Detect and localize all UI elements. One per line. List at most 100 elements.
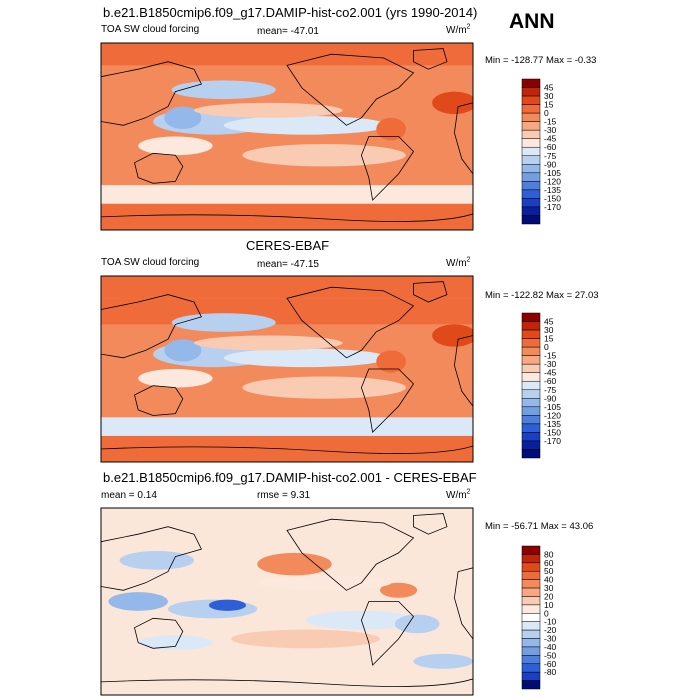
- colorbar-swatch: [521, 363, 541, 373]
- coastline-north-america: [286, 286, 415, 359]
- colorbar-tick-label: -135: [544, 185, 561, 195]
- panel2-mean-label: mean= -47.15: [257, 259, 319, 270]
- colorbar-swatch: [521, 596, 541, 606]
- panel1-title: b.e21.B1850cmip6.f09_g17.DAMIP-hist-co2.…: [103, 5, 478, 20]
- colorbar-tick-label: -135: [544, 419, 561, 429]
- colorbar-swatch: [521, 172, 541, 182]
- colorbar-tick-label: -150: [544, 193, 561, 203]
- colorbar-swatch: [521, 312, 541, 322]
- colorbar-tick-label: -60: [544, 659, 557, 669]
- colorbar-2: 4530150-15-30-45-60-75-90-105-120-135-15…: [521, 312, 561, 459]
- colorbar-1: 4530150-15-30-45-60-75-90-105-120-135-15…: [521, 78, 561, 225]
- colorbar-swatch: [521, 329, 541, 339]
- colorbar-tick-label: -80: [544, 667, 557, 677]
- colorbar-tick-label: 20: [544, 591, 554, 601]
- colorbar-tick-label: 0: [544, 608, 549, 618]
- coastline-asia: [101, 294, 202, 359]
- colorbar-swatch: [521, 562, 541, 572]
- colorbar-swatch: [521, 655, 541, 665]
- panel1-mean-label: mean= -47.01: [257, 26, 319, 37]
- map-panel-3: [100, 507, 474, 696]
- colorbar-tick-label: -45: [544, 368, 557, 378]
- panel2-minmax: Min = -122.82 Max = 27.03: [485, 290, 599, 301]
- colorbar-tick-label: 10: [544, 600, 554, 610]
- coastline-australia: [134, 617, 184, 649]
- panel1-units: W/m2: [446, 23, 471, 36]
- coastline-greenland: [413, 281, 448, 303]
- colorbar-swatch: [521, 87, 541, 97]
- colorbar-tick-label: -150: [544, 427, 561, 437]
- colorbar-tick-label: 45: [544, 83, 554, 93]
- colorbar-tick-label: -170: [544, 436, 561, 446]
- coastline-africa-edge: [453, 567, 473, 640]
- coastline-asia: [101, 61, 202, 126]
- colorbar-tick-label: -10: [544, 617, 557, 627]
- colorbar-swatch: [521, 215, 541, 225]
- panel2-variable-label: TOA SW cloud forcing: [101, 257, 200, 268]
- panel3-mean-label: mean = 0.14: [101, 490, 157, 501]
- colorbar-swatch: [521, 545, 541, 555]
- colorbar-tick-label: -75: [544, 385, 557, 395]
- colorbar-swatch: [521, 198, 541, 208]
- colorbar-tick-label: -30: [544, 634, 557, 644]
- coastline-africa-edge: [453, 335, 473, 407]
- coastline-greenland: [413, 513, 448, 535]
- colorbar-swatch: [521, 189, 541, 199]
- colorbar-tick-label: -105: [544, 402, 561, 412]
- coastline-south-america: [360, 601, 415, 666]
- colorbar-tick-label: -90: [544, 159, 557, 169]
- colorbar-swatch: [521, 95, 541, 105]
- colorbar-swatch: [521, 129, 541, 139]
- colorbar-swatch: [521, 380, 541, 391]
- colorbar-tick-label: -120: [544, 176, 561, 186]
- panel3-units: W/m2: [446, 488, 471, 501]
- panel3-minmax: Min = -56.71 Max = 43.06: [485, 521, 594, 532]
- colorbar-swatch: [521, 112, 541, 122]
- colorbar-tick-label: 0: [544, 108, 549, 118]
- colorbar-swatch: [521, 121, 541, 131]
- colorbar-tick-label: -30: [544, 359, 557, 369]
- coastline-australia: [134, 385, 184, 416]
- colorbar-tick-label: 30: [544, 583, 554, 593]
- colorbar-tick-label: -170: [544, 202, 561, 212]
- colorbar-swatch: [521, 638, 541, 648]
- colorbar-swatch: [521, 138, 541, 148]
- coastline-north-america: [286, 518, 415, 591]
- coastline-greenland: [413, 48, 448, 70]
- colorbar-tick-label: 60: [544, 558, 554, 568]
- colorbar-swatch: [521, 423, 541, 433]
- colorbar-tick-label: -75: [544, 151, 557, 161]
- colorbar-swatch: [521, 671, 541, 681]
- panel2-units: W/m2: [446, 256, 471, 269]
- colorbar-swatch: [521, 355, 541, 365]
- colorbar-swatch: [521, 415, 541, 425]
- colorbar-tick-label: -20: [544, 625, 557, 635]
- coastline-antarctica: [101, 213, 473, 222]
- coastline-north-america: [286, 53, 415, 126]
- colorbar-tick-label: -40: [544, 642, 557, 652]
- map-frame: [100, 42, 474, 231]
- colorbar-swatch: [521, 587, 541, 597]
- colorbar-swatch: [521, 146, 541, 157]
- panel1-minmax: Min = -128.77 Max = -0.33: [485, 55, 597, 66]
- colorbar-tick-label: -60: [544, 376, 557, 386]
- panel3-title: b.e21.B1850cmip6.f09_g17.DAMIP-hist-co2.…: [103, 470, 477, 485]
- colorbar-swatch: [521, 346, 541, 356]
- coastline-south-america: [360, 368, 415, 434]
- colorbar-swatch: [521, 104, 541, 114]
- colorbar-swatch: [521, 432, 541, 442]
- colorbar-swatch: [521, 579, 541, 589]
- colorbar-tick-label: 45: [544, 317, 554, 327]
- colorbar-swatch: [521, 646, 541, 656]
- colorbar-tick-label: 50: [544, 566, 554, 576]
- colorbar-swatch: [521, 398, 541, 408]
- colorbar-tick-label: -30: [544, 125, 557, 135]
- colorbar-swatch: [521, 663, 541, 673]
- coastline-asia: [101, 526, 202, 591]
- coastline-antarctica: [101, 445, 473, 454]
- coastline-antarctica: [101, 678, 473, 687]
- colorbar-swatch: [521, 389, 541, 399]
- colorbar-swatch: [521, 449, 541, 459]
